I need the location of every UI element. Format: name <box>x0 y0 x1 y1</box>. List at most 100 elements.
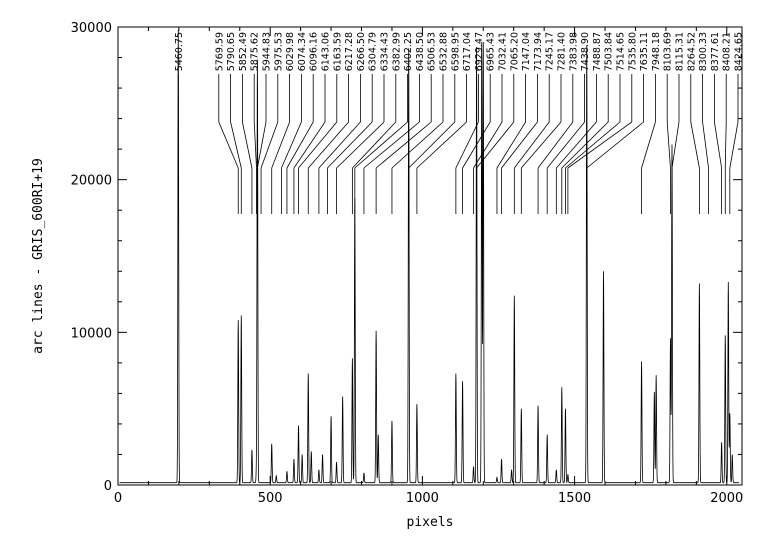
line-id-connector <box>729 121 739 169</box>
line-id-connector <box>391 121 444 169</box>
line-id-connector <box>565 121 621 169</box>
x-tick-label: 500 <box>258 491 283 506</box>
line-id-connector <box>702 121 709 169</box>
y-tick-label: 30000 <box>71 21 112 36</box>
plot-frame <box>117 26 743 486</box>
line-id-label: 8408.21 <box>722 32 733 71</box>
x-tick-label: 0 <box>114 491 122 506</box>
line-identification-layer: 5460.75 5769.59 5790.65 5852.49 5875.62 5944.… <box>174 32 745 214</box>
line-id-connector <box>724 121 727 169</box>
line-id-connector <box>327 121 373 169</box>
line-id-label: 6438.50 <box>415 32 426 71</box>
line-id-label: 7535.80 <box>627 32 638 71</box>
line-id-connector <box>336 121 385 169</box>
line-id-connector <box>513 121 550 169</box>
line-id-connector <box>354 121 408 169</box>
line-id-label: 8115.31 <box>675 32 686 71</box>
line-id-connector <box>293 121 326 169</box>
x-tick-label: 2000 <box>710 491 743 506</box>
line-id-label: 6074.34 <box>297 32 308 71</box>
line-id-label: 6598.95 <box>450 32 461 71</box>
line-id-connector <box>641 121 656 169</box>
line-id-connector <box>408 121 456 169</box>
line-id-label: 7281.40 <box>557 32 568 71</box>
line-id-label: 5975.53 <box>273 32 284 71</box>
line-id-label: 7948.18 <box>651 32 662 71</box>
line-id-label: 7514.65 <box>616 32 627 71</box>
line-id-connector <box>298 121 338 169</box>
line-id-label: 6143.06 <box>321 32 332 71</box>
line-id-connector <box>455 121 479 169</box>
line-id-connector <box>253 121 257 169</box>
line-id-connector <box>257 121 267 169</box>
line-id-label: 5460.75 <box>174 32 185 71</box>
line-id-connector <box>260 121 279 169</box>
line-id-connector <box>546 121 585 169</box>
line-id-label: 6217.28 <box>344 32 355 71</box>
line-id-label: 6929.47 <box>474 32 485 71</box>
line-id-label: 6402.25 <box>403 32 414 71</box>
line-id-label: 6532.88 <box>439 32 450 71</box>
line-id-connector <box>586 121 644 169</box>
line-id-connector <box>462 121 491 169</box>
line-id-label: 5769.59 <box>214 32 225 71</box>
line-id-connector <box>501 121 538 169</box>
line-id-connector <box>473 121 503 169</box>
line-id-label: 7488.87 <box>592 32 603 71</box>
x-tick-label: 1000 <box>406 491 439 506</box>
line-id-connector <box>230 121 242 169</box>
x-tick-label: 1500 <box>558 491 591 506</box>
line-id-label: 8300.33 <box>698 32 709 71</box>
x-axis-label: pixels <box>407 515 454 530</box>
line-id-connector <box>496 121 526 169</box>
line-id-label: 5852.49 <box>238 32 249 71</box>
line-id-connector <box>556 121 597 169</box>
line-id-label: 8264.52 <box>686 32 697 71</box>
line-id-connector <box>375 121 432 169</box>
plot-area <box>119 30 739 484</box>
line-id-connector <box>714 121 723 169</box>
line-id-label: 6506.53 <box>427 32 438 71</box>
line-id-label: 7032.41 <box>498 32 509 71</box>
line-id-label: 7503.84 <box>604 32 615 71</box>
line-id-label: 7438.90 <box>580 32 591 71</box>
line-id-connector <box>521 121 562 169</box>
line-id-connector <box>352 121 397 169</box>
line-id-connector <box>307 121 349 169</box>
line-id-label: 6304.79 <box>368 32 379 71</box>
line-id-label: 7147.04 <box>521 32 532 71</box>
line-id-connector <box>242 121 253 169</box>
spectrum-series-line <box>119 30 739 484</box>
line-id-label: 8103.69 <box>663 32 674 71</box>
line-id-connector <box>567 121 633 169</box>
y-tick-label: 20000 <box>71 174 112 189</box>
line-id-connector <box>671 121 680 169</box>
line-id-label: 7383.98 <box>568 32 579 71</box>
line-id-label: 7065.20 <box>509 32 520 71</box>
line-id-label: 6382.99 <box>391 32 402 71</box>
line-id-connector <box>218 121 239 169</box>
line-id-label: 7173.94 <box>533 32 544 71</box>
y-tick-label: 0 <box>104 479 112 494</box>
line-id-label: 7635.11 <box>639 32 650 71</box>
line-id-connector <box>318 121 361 169</box>
line-id-connector <box>271 121 290 169</box>
line-id-label: 5944.83 <box>262 32 273 71</box>
line-id-connector <box>416 121 467 169</box>
line-id-label: 6266.50 <box>356 32 367 71</box>
y-axis-label: arc lines - GRIS_600RI+19 <box>31 158 46 354</box>
line-id-connector <box>281 121 302 169</box>
line-id-connector <box>363 121 420 169</box>
line-id-label: 5875.62 <box>250 32 261 71</box>
line-id-connector <box>561 121 609 169</box>
y-tick-label: 10000 <box>71 326 112 341</box>
line-id-label: 6163.59 <box>332 32 343 71</box>
line-id-connector <box>286 121 314 169</box>
line-id-label: 8377.61 <box>710 32 721 71</box>
line-id-label: 6029.98 <box>285 32 296 71</box>
line-id-label: 5790.65 <box>226 32 237 71</box>
line-id-connector <box>690 121 700 169</box>
line-id-label: 6096.16 <box>309 32 320 71</box>
